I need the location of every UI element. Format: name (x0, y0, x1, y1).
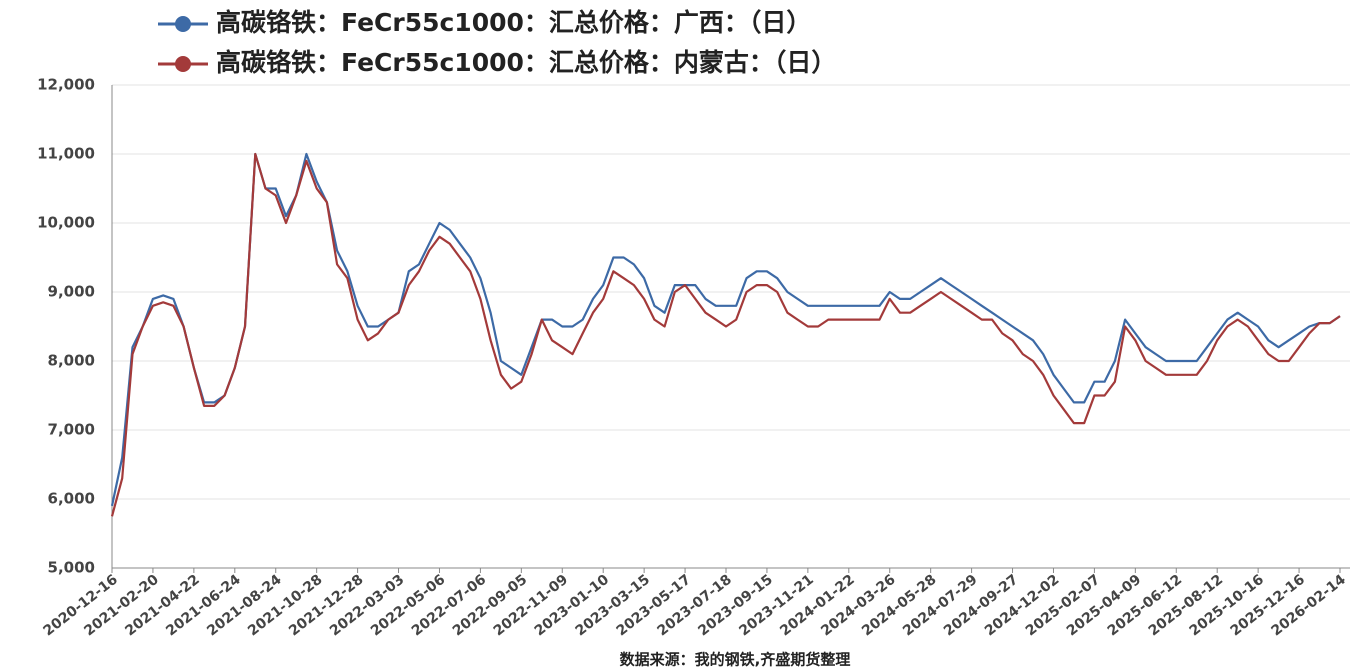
series-line (110, 152, 1341, 507)
y-tick-label: 11,000 (37, 145, 95, 163)
legend-label: 高碳铬铁：FeCr55c1000：汇总价格：广西：（日） (216, 8, 811, 37)
y-tick-label: 5,000 (48, 559, 95, 577)
series-line (110, 152, 1341, 517)
legend-marker (175, 16, 191, 32)
source-note: 数据来源：我的钢铁,齐盛期货整理 (620, 651, 851, 669)
legend-marker (175, 56, 191, 72)
y-tick-label: 9,000 (48, 283, 95, 301)
y-tick-label: 10,000 (37, 214, 95, 232)
y-tick-label: 6,000 (48, 490, 95, 508)
y-tick-label: 8,000 (48, 352, 95, 370)
legend-label: 高碳铬铁：FeCr55c1000：汇总价格：内蒙古：（日） (216, 48, 836, 77)
y-tick-label: 7,000 (48, 421, 95, 439)
y-tick-label: 12,000 (37, 76, 95, 94)
